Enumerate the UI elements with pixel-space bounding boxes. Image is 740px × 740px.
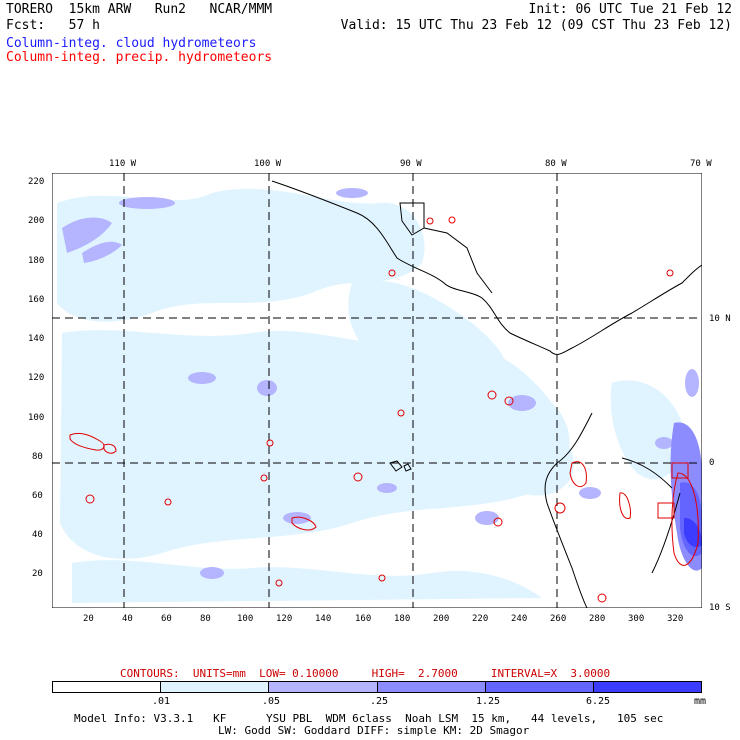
y-tick-60: 60 — [32, 491, 43, 501]
lon-label-90w: 90 W — [400, 159, 422, 169]
x-tick-160: 160 — [355, 614, 372, 624]
x-tick-240: 240 — [511, 614, 528, 624]
x-tick-60: 60 — [161, 614, 172, 624]
forecast-hour: Fcst: 57 h — [6, 18, 100, 33]
valid-time: Valid: 15 UTC Thu 23 Feb 12 (09 CST Thu … — [340, 18, 732, 33]
x-tick-200: 200 — [433, 614, 450, 624]
lon-label-80w: 80 W — [545, 159, 567, 169]
precip-contours — [69, 216, 699, 603]
lat-label-10n: 10 N — [709, 314, 731, 324]
cloud-medium-patches — [62, 188, 699, 579]
y-tick-160: 160 — [28, 295, 45, 305]
lon-label-100w: 100 W — [254, 159, 282, 169]
x-tick-80: 80 — [200, 614, 211, 624]
lon-label-110w: 110 W — [109, 159, 137, 169]
colorbar-bin-2 — [161, 682, 270, 692]
x-tick-300: 300 — [628, 614, 645, 624]
colorbar-bin-4 — [377, 682, 486, 692]
x-tick-220: 220 — [472, 614, 489, 624]
x-tick-260: 260 — [550, 614, 567, 624]
legend-precip: Column-integ. precip. hydrometeors — [6, 50, 273, 65]
y-tick-120: 120 — [28, 373, 45, 383]
x-tick-140: 140 — [315, 614, 332, 624]
physics-info: LW: Godd SW: Goddard DIFF: simple KM: 2D… — [218, 724, 530, 737]
colorbar-bin-6 — [593, 682, 702, 692]
x-tick-180: 180 — [394, 614, 411, 624]
legend-cloud: Column-integ. cloud hydrometeors — [6, 36, 257, 51]
lon-label-70w: 70 W — [690, 159, 712, 169]
colorbar-label-001: .01 — [152, 696, 171, 707]
lat-label-10s: 10 S — [709, 603, 731, 613]
x-tick-20: 20 — [83, 614, 94, 624]
y-tick-140: 140 — [28, 334, 45, 344]
hydrometeor-map — [52, 173, 702, 608]
coastlines — [271, 180, 702, 608]
y-tick-20: 20 — [32, 569, 43, 579]
cloud-light-field — [57, 188, 684, 603]
y-tick-180: 180 — [28, 256, 45, 266]
colorbar-label-025: .25 — [370, 696, 389, 707]
x-tick-120: 120 — [276, 614, 293, 624]
colorbar-label-005: .05 — [262, 696, 281, 707]
model-info: Model Info: V3.3.1 KF YSU PBL WDM 6class… — [74, 712, 664, 725]
y-tick-200: 200 — [28, 216, 45, 226]
colorbar-label-125: 1.25 — [476, 696, 501, 707]
x-tick-40: 40 — [122, 614, 133, 624]
colorbar-bin-5 — [485, 682, 594, 692]
x-tick-100: 100 — [237, 614, 254, 624]
x-tick-320: 320 — [667, 614, 684, 624]
y-tick-40: 40 — [32, 530, 43, 540]
colorbar-bin-1 — [53, 682, 162, 692]
graticule — [52, 173, 702, 608]
colorbar-label-625: 6.25 — [586, 696, 611, 707]
y-tick-100: 100 — [28, 413, 45, 423]
y-tick-80: 80 — [32, 452, 43, 462]
x-tick-280: 280 — [589, 614, 606, 624]
colorbar-unit: mm — [694, 696, 707, 707]
contour-info: CONTOURS: UNITS=mm LOW= 0.10000 HIGH= 2.… — [120, 667, 611, 680]
cloud-high-andes — [670, 422, 702, 571]
colorbar-bin-3 — [269, 682, 378, 692]
lat-label-0: 0 — [709, 458, 715, 468]
model-title: TORERO 15km ARW Run2 NCAR/MMM — [6, 2, 273, 17]
y-tick-220: 220 — [28, 177, 45, 187]
init-time: Init: 06 UTC Tue 21 Feb 12 — [528, 2, 733, 17]
colorbar — [52, 681, 702, 693]
